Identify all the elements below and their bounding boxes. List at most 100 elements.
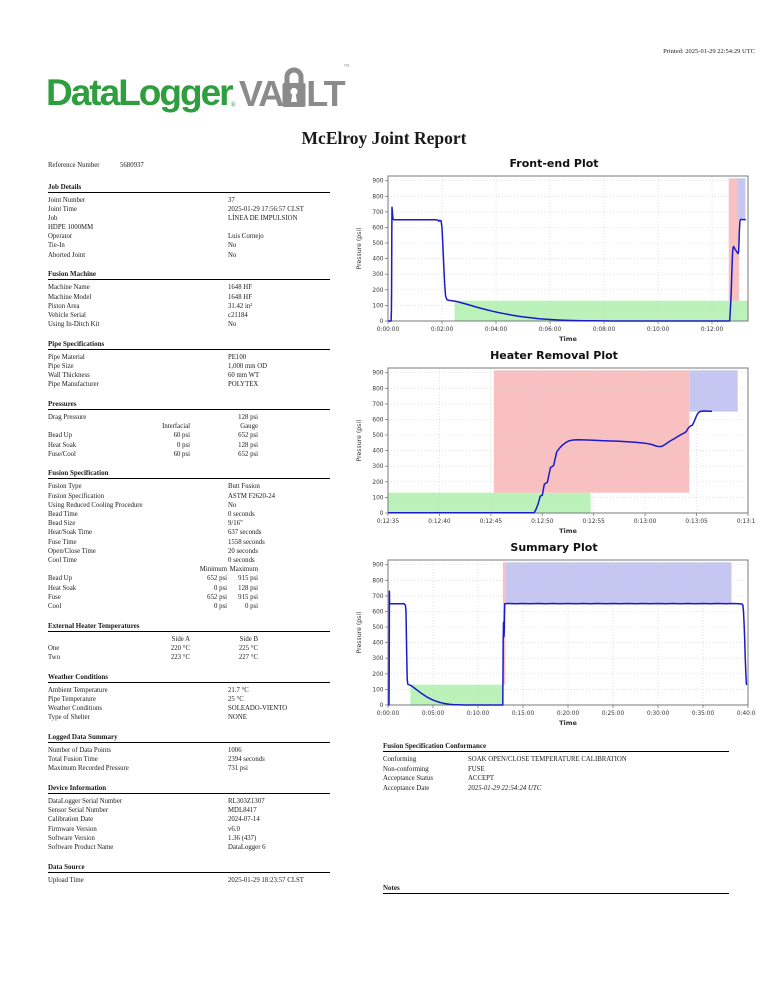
- row-value: 1558 seconds: [228, 538, 265, 546]
- report-title: McElroy Joint Report: [301, 128, 467, 148]
- conformance-rows: Conforming SOAK OPEN/CLOSE TEMPERATURE CA…: [383, 755, 729, 793]
- data-row: Open/Close Time 20 seconds: [48, 547, 330, 556]
- row-label: Fuse: [48, 593, 61, 601]
- trademark-mark: ™: [343, 64, 350, 70]
- section-title: Weather Conditions: [48, 673, 330, 683]
- row-label: HDPE 1000MM: [48, 224, 94, 232]
- row-col1: Side A: [171, 635, 190, 643]
- x-tick-label: 0:13:05: [685, 519, 708, 525]
- data-row: Fusion Specification ASTM F2620-24: [48, 492, 330, 501]
- section-job-details: Job Details Joint Number 37 Joint Time 2025-…: [48, 183, 330, 260]
- row-label: Using In-Ditch Kit: [48, 321, 100, 329]
- x-tick-label: 0:12:40: [428, 519, 451, 525]
- row-value: MDL8417: [228, 807, 257, 815]
- data-row: Heat/Soak Time 637 seconds: [48, 528, 330, 537]
- row-label: Bead Up: [48, 575, 72, 583]
- row-label: Pipe Temperature: [48, 695, 96, 703]
- x-tick-label: 0:25:00: [602, 711, 625, 717]
- data-row: Total Fusion Time 2394 seconds: [48, 755, 330, 764]
- data-row: Software Product Name DataLogger 6: [48, 843, 330, 852]
- chart-title: Heater Removal Plot: [490, 349, 618, 362]
- row-value: 2025-01-29 17:56:57 CLST: [228, 205, 304, 213]
- x-tick-label: 0:10:00: [467, 711, 490, 717]
- section-title: Job Details: [48, 183, 330, 193]
- data-row: Weather Conditions SOLEADO-VIENTO: [48, 704, 330, 713]
- y-tick-label: 100: [372, 495, 383, 501]
- report-details-column: Job Details Joint Number 37 Joint Time 2025-…: [48, 172, 330, 885]
- row-value: 731 psi: [228, 765, 248, 773]
- front-end-plot: Front-end Plot 0 100 200 300 400 500 600 700 800…: [352, 157, 756, 353]
- row-value: 1006: [228, 746, 242, 754]
- x-tick-label: 0:04:00: [485, 327, 508, 333]
- y-tick-label: 400: [372, 257, 383, 263]
- row-value: 60 mm WT: [228, 372, 260, 380]
- data-row: Maximum Recorded Pressure 731 psi: [48, 764, 330, 773]
- row-value: v6.0: [228, 825, 240, 833]
- row-label: Software Version: [48, 834, 95, 842]
- row-col2: 915 psi: [238, 575, 258, 583]
- x-tick-label: 0:00:00: [377, 327, 400, 333]
- row-col1: 0 psi: [213, 602, 227, 610]
- data-row: Job LÍNEA DE IMPULSION: [48, 214, 330, 223]
- row-col1: 652 psi: [207, 593, 227, 601]
- fuse-target-band: [728, 178, 739, 301]
- row-value: SOAK OPEN/CLOSE TEMPERATURE CALIBRATION: [468, 756, 627, 763]
- logo-datalogger-text: DataLogger: [46, 71, 234, 113]
- x-tick-label: 0:06:00: [539, 327, 562, 333]
- row-value: No: [228, 251, 237, 259]
- fuse-target-band: [493, 370, 690, 493]
- row-value: 2394 seconds: [228, 756, 265, 764]
- row-label: Drag Pressure: [48, 414, 87, 421]
- x-tick-label: 0:08:00: [593, 327, 616, 333]
- row-label: Open/Close Time: [48, 547, 96, 555]
- row-col2: 0 psi: [244, 602, 258, 610]
- row-label: Bead Time: [48, 511, 78, 518]
- y-tick-label: 0: [380, 319, 384, 325]
- y-tick-label: 300: [372, 464, 383, 470]
- y-tick-label: 400: [372, 449, 383, 455]
- row-label: Cool: [48, 602, 62, 610]
- data-row: Two 223 °C 227 °C: [48, 653, 330, 662]
- row-value: NONE: [228, 714, 247, 722]
- data-row: DataLogger Serial Number RL303Z1307: [48, 797, 330, 806]
- data-row: Fusion Type Butt Fusion: [48, 482, 330, 491]
- soak-target-band: [388, 492, 591, 513]
- x-tick-label: 0:13:00: [634, 519, 657, 525]
- row-label: Fuse Time: [48, 538, 77, 546]
- data-row: Pipe Manufacturer POLYTEX: [48, 380, 330, 389]
- data-row: Calibration Date 2024-07-14: [48, 815, 330, 824]
- row-label: Job: [48, 214, 58, 222]
- section-device-information: Device Information DataLogger Serial Numb…: [48, 784, 330, 852]
- data-row: Bead Size 9/16": [48, 519, 330, 528]
- data-row: Tie-In No: [48, 241, 330, 250]
- data-row: Type of Shelter NONE: [48, 713, 330, 722]
- row-col1: Minimum: [199, 566, 227, 574]
- row-value: RL303Z1307: [228, 797, 265, 805]
- y-tick-label: 900: [372, 371, 383, 377]
- row-label: Acceptance Date: [383, 784, 430, 792]
- data-row: Heat Soak 0 psi 128 psi: [48, 441, 330, 450]
- data-row: Bead Up 652 psi 915 psi: [48, 574, 330, 583]
- x-tick-label: 0:35:00: [692, 711, 715, 717]
- row-label: Upload Time: [48, 876, 84, 884]
- row-value: c21184: [228, 311, 248, 319]
- data-row: HDPE 1000MM: [48, 223, 330, 232]
- data-row: Drag Pressure 128 psi: [48, 413, 330, 422]
- data-row: Number of Data Points 1006: [48, 746, 330, 755]
- section-title: Fusion Specification Conformance: [383, 742, 729, 752]
- row-col1: 223 °C: [170, 653, 190, 661]
- y-tick-label: 500: [372, 241, 383, 247]
- cool-target-band: [737, 178, 746, 220]
- section-external-heater-temperatures: External Heater Temperatures Side A Side B…: [48, 622, 330, 663]
- row-label: Joint Time: [48, 205, 77, 213]
- section-title: Notes: [383, 884, 729, 894]
- row-value: 2024-07-14: [228, 816, 260, 824]
- row-value: No: [228, 242, 237, 250]
- data-row: Ambient Temperature 21.7 °C: [48, 686, 330, 695]
- data-row: Wall Thickness 60 mm WT: [48, 371, 330, 380]
- y-tick-label: 0: [380, 511, 384, 517]
- y-tick-label: 600: [372, 610, 383, 616]
- row-label: Cool Time: [48, 556, 77, 564]
- y-tick-label: 900: [372, 563, 383, 569]
- x-tick-label: 0:02:00: [431, 327, 454, 333]
